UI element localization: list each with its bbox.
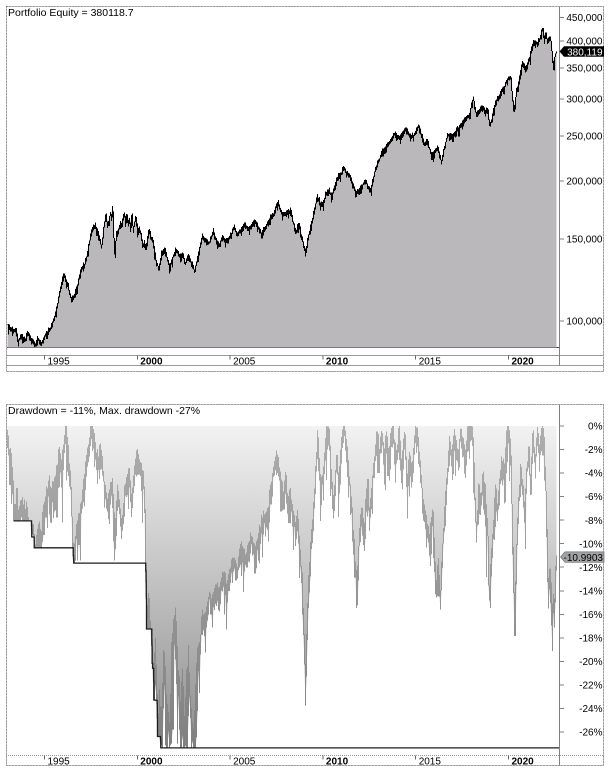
svg-text:-6%: -6% <box>585 492 603 503</box>
svg-text:-16%: -16% <box>579 610 602 621</box>
svg-text:2015: 2015 <box>419 756 442 767</box>
svg-text:200,000: 200,000 <box>566 177 603 188</box>
svg-text:2020: 2020 <box>512 756 535 767</box>
svg-text:2010: 2010 <box>326 356 349 367</box>
svg-text:-2%: -2% <box>585 445 603 456</box>
svg-text:-14%: -14% <box>579 586 602 597</box>
svg-text:-10%: -10% <box>579 539 602 550</box>
svg-text:-10.9903: -10.9903 <box>564 553 604 564</box>
svg-text:-12%: -12% <box>579 563 602 574</box>
svg-text:-22%: -22% <box>579 681 602 692</box>
svg-text:150,000: 150,000 <box>566 235 603 246</box>
svg-text:250,000: 250,000 <box>566 132 603 143</box>
svg-text:450,000: 450,000 <box>566 13 603 24</box>
svg-text:100,000: 100,000 <box>566 317 603 328</box>
svg-text:2015: 2015 <box>419 356 442 367</box>
svg-text:-26%: -26% <box>579 728 602 739</box>
svg-text:350,000: 350,000 <box>566 64 603 75</box>
svg-text:Portfolio Equity = 380118.7: Portfolio Equity = 380118.7 <box>8 7 134 19</box>
svg-text:2020: 2020 <box>512 356 535 367</box>
svg-text:380,119: 380,119 <box>567 48 603 59</box>
svg-text:1995: 1995 <box>48 756 71 767</box>
svg-text:-18%: -18% <box>579 634 602 645</box>
svg-text:0%: 0% <box>588 422 603 433</box>
svg-text:-24%: -24% <box>579 704 602 715</box>
svg-text:-20%: -20% <box>579 657 602 668</box>
svg-text:2000: 2000 <box>140 756 163 767</box>
svg-text:300,000: 300,000 <box>566 95 603 106</box>
svg-text:1995: 1995 <box>48 356 71 367</box>
svg-text:400,000: 400,000 <box>566 37 603 48</box>
svg-text:2005: 2005 <box>233 356 256 367</box>
svg-text:2000: 2000 <box>140 356 163 367</box>
svg-text:-4%: -4% <box>585 469 603 480</box>
svg-text:Drawdown = -11%, Max. drawdown: Drawdown = -11%, Max. drawdown -27% <box>8 405 200 417</box>
svg-text:2010: 2010 <box>326 756 349 767</box>
svg-text:-8%: -8% <box>585 516 603 527</box>
svg-text:2005: 2005 <box>233 756 256 767</box>
